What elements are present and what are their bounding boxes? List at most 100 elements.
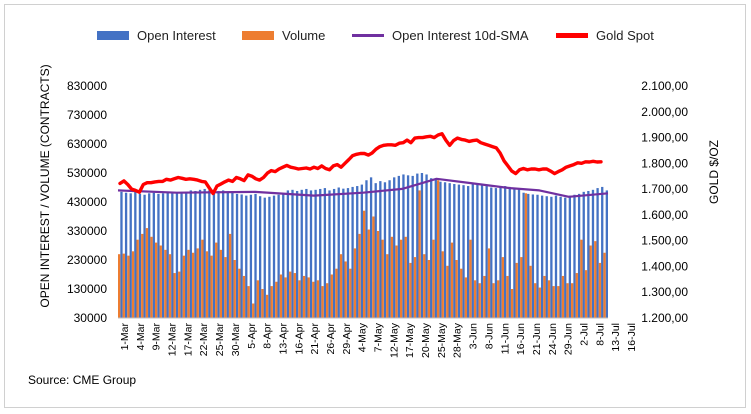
- volume-bar: [520, 257, 523, 318]
- right-axis-tick-label: 1.800,00: [641, 156, 688, 170]
- volume-bar: [432, 239, 435, 318]
- right-axis-tick-label: 1.300,00: [641, 285, 688, 299]
- open-interest-bar: [323, 188, 327, 318]
- volume-bar: [150, 236, 153, 318]
- volume-bar: [330, 274, 333, 318]
- open-interest-bar: [332, 188, 336, 318]
- left-axis-ticks: 30000 130000 230000 330000 430000 530000 63000…: [67, 79, 107, 325]
- x-axis-tick-label: 21-Apr: [309, 322, 321, 354]
- x-axis-tick-label: 1-Mar: [119, 322, 131, 350]
- volume-bar: [201, 239, 204, 318]
- open-interest-bar: [425, 174, 428, 318]
- x-axis-tick-label: 29-Apr: [341, 322, 353, 354]
- volume-bar: [589, 245, 592, 318]
- open-interest-bar: [494, 188, 498, 318]
- legend-label-open-interest: Open Interest: [137, 27, 216, 43]
- open-interest-bar: [342, 188, 345, 318]
- volume-bar: [279, 274, 283, 318]
- open-interest-bar: [531, 194, 535, 318]
- legend-label-oi-sma: Open Interest 10d-SMA: [392, 27, 529, 43]
- volume-bar: [436, 180, 440, 318]
- open-interest-bar: [564, 197, 567, 318]
- volume-bar: [168, 254, 172, 318]
- volume-bar: [529, 265, 532, 318]
- volume-bar: [418, 190, 421, 318]
- right-axis-tick-label: 2.100,00: [641, 79, 688, 93]
- right-axis-ticks: 1.200,00 1.300,00 1.400,00 1.500,00 1.600,00…: [641, 79, 688, 325]
- volume-bar: [464, 277, 468, 318]
- x-axis-tick-label: 4-May: [357, 322, 369, 352]
- volume-bar: [584, 270, 588, 318]
- volume-bar: [534, 283, 537, 318]
- volume-bar: [233, 260, 236, 318]
- left-axis-tick-label: 730000: [67, 108, 107, 122]
- open-interest-bar: [536, 194, 539, 318]
- volume-bar: [455, 260, 458, 318]
- open-interest-bar: [503, 186, 507, 318]
- open-interest-bar: [605, 190, 608, 318]
- legend-swatch-volume: [242, 30, 274, 40]
- volume-bar: [316, 280, 320, 318]
- volume-bar: [506, 275, 509, 318]
- volume-bar: [187, 249, 190, 318]
- volume-bar: [515, 262, 518, 318]
- open-interest-bar: [480, 184, 484, 318]
- volume-bar: [265, 294, 269, 318]
- open-interest-bars: [120, 173, 608, 318]
- open-interest-bar: [434, 179, 437, 318]
- left-axis-tick-label: 30000: [74, 311, 108, 325]
- x-axis-tick-label: 8-Jul: [594, 323, 606, 346]
- volume-bar: [242, 275, 246, 318]
- open-interest-bar: [467, 186, 470, 318]
- right-axis-tick-label: 1.500,00: [641, 234, 688, 248]
- open-interest-bar: [554, 195, 558, 318]
- legend-item-oi-sma: Open Interest 10d-SMA: [352, 26, 529, 44]
- open-interest-bar: [573, 194, 576, 318]
- open-interest-bar: [291, 189, 294, 318]
- right-axis-tick-label: 1.600,00: [641, 208, 688, 222]
- volume-bar: [497, 280, 500, 318]
- open-interest-bar: [388, 180, 391, 318]
- x-axis-tick-label: 25-May: [436, 322, 448, 358]
- open-interest-bar: [161, 193, 165, 318]
- x-axis-tick-label: 24-Jun: [547, 323, 559, 355]
- open-interest-bar: [439, 181, 442, 318]
- source-note: Source: CME Group: [28, 373, 137, 387]
- volume-bar: [594, 241, 597, 318]
- volume-bar: [159, 245, 162, 318]
- left-axis-tick-label: 630000: [67, 137, 107, 151]
- open-interest-bar: [587, 190, 590, 318]
- volume-bar: [182, 255, 186, 318]
- open-interest-bar: [453, 184, 456, 318]
- gold-spot-line: [118, 132, 603, 196]
- open-interest-bar: [231, 191, 234, 318]
- x-axis-tick-label: 30-Mar: [230, 323, 242, 357]
- volume-bar: [270, 286, 273, 318]
- open-interest-bar: [328, 190, 331, 318]
- volume-bar: [460, 268, 463, 318]
- x-axis-tick-label: 11-Jun: [499, 323, 511, 354]
- right-axis-tick-label: 1.200,00: [641, 311, 688, 325]
- volume-bar: [413, 257, 417, 318]
- open-interest-bar: [577, 193, 581, 318]
- legend-swatch-oi-sma: [352, 33, 384, 37]
- volume-bar: [358, 233, 361, 318]
- volume-bar: [483, 275, 486, 318]
- oi-sma-line: [117, 177, 609, 198]
- x-axis-tick-label: 3-Jun: [468, 323, 480, 349]
- volume-bar: [566, 283, 569, 318]
- open-interest-bar: [351, 186, 354, 318]
- open-interest-bar: [203, 188, 206, 318]
- open-interest-bar: [517, 188, 521, 318]
- legend-label-volume: Volume: [282, 27, 326, 43]
- volume-bar: [363, 210, 366, 318]
- open-interest-bar: [356, 186, 359, 318]
- volume-bar: [469, 239, 472, 318]
- x-axis-tick-label: 16-Apr: [293, 322, 305, 354]
- open-interest-bar: [134, 190, 137, 318]
- right-axis-tick-label: 2.000,00: [641, 105, 688, 119]
- volume-bar: [205, 251, 209, 318]
- volume-bar: [478, 283, 481, 318]
- open-interest-bar: [295, 190, 299, 318]
- x-axis-tick-label: 22-Mar: [198, 323, 210, 357]
